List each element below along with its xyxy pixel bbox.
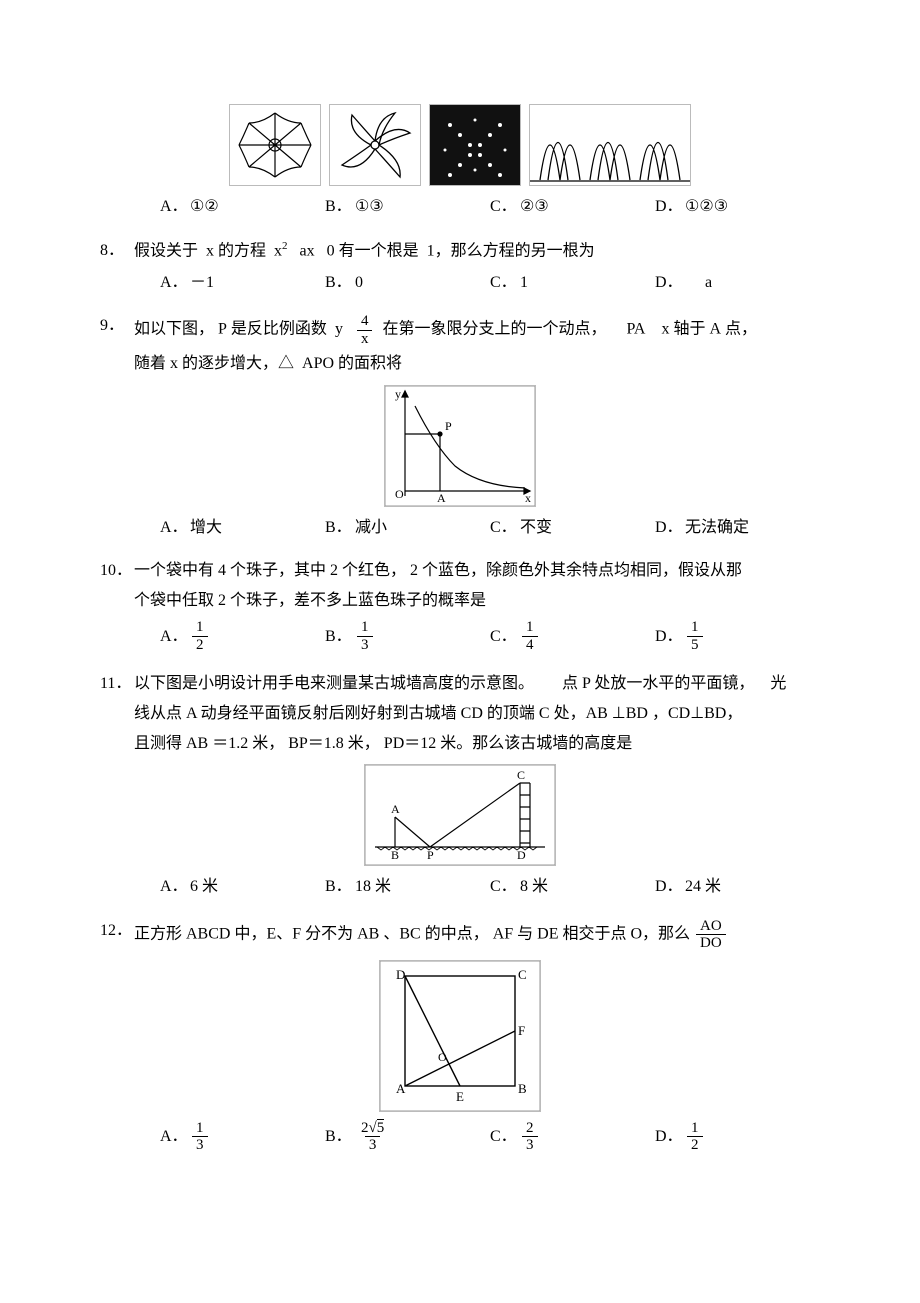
- q11: 11． 以下图是小明设计用手电来测量某古城墙高度的示意图。 点 P 处放一水平的…: [100, 671, 820, 697]
- q9-options: A．增大 B．减小 C．不变 D．无法确定: [100, 515, 820, 541]
- q8: 8． 假设关于 x 的方程 x2 ax 0 有一个根是 1，那么方程的另一根为: [100, 238, 820, 264]
- mirror-diagram-icon: [364, 764, 556, 866]
- q10-opt-c[interactable]: C．14: [490, 619, 655, 653]
- q12-num: 12．: [100, 918, 134, 952]
- q7-opt-d[interactable]: D．①②③: [655, 194, 820, 220]
- q8-opt-b[interactable]: B．0: [325, 270, 490, 296]
- q8-opt-a[interactable]: A．－1: [160, 270, 325, 296]
- q12-l1: 正方形 ABCD 中，E、F 分不为 AB 、BC 的中点， AF 与 DE 相…: [134, 918, 820, 952]
- q7-opt-a[interactable]: A．①②: [160, 194, 325, 220]
- q11-opt-c[interactable]: C．8 米: [490, 874, 655, 900]
- q12-opt-d[interactable]: D．12: [655, 1120, 820, 1154]
- q11-l2: 线从点 A 动身经平面镜反射后刚好射到古城墙 CD 的顶端 C 处，AB ⊥BD…: [100, 701, 820, 727]
- q11-figure: [100, 764, 820, 866]
- q12-opt-c[interactable]: C．23: [490, 1120, 655, 1154]
- q9-opt-b[interactable]: B．减小: [325, 515, 490, 541]
- q9-opt-a[interactable]: A．增大: [160, 515, 325, 541]
- q8-opt-d[interactable]: D． a: [655, 270, 820, 296]
- q11-opt-a[interactable]: A．6 米: [160, 874, 325, 900]
- q12-opt-a[interactable]: A．13: [160, 1120, 325, 1154]
- q10: 10． 一个袋中有 4 个珠子，其中 2 个红色， 2 个蓝色，除颜色外其余特点…: [100, 558, 820, 584]
- q11-opt-b[interactable]: B．18 米: [325, 874, 490, 900]
- q10-options: A．12 B．13 C．14 D．15: [100, 619, 820, 653]
- fig-pinwheel-icon: [329, 104, 421, 186]
- q11-l3: 且测得 AB ＝1.2 米， BP＝1.8 米， PD＝12 米。那么该古城墙的…: [100, 731, 820, 757]
- q11-options: A．6 米 B．18 米 C．8 米 D．24 米: [100, 874, 820, 900]
- q10-opt-a[interactable]: A．12: [160, 619, 325, 653]
- fig-flower-icon: [229, 104, 321, 186]
- sqrt-num: 2√5: [357, 1120, 388, 1137]
- q9-opt-d[interactable]: D．无法确定: [655, 515, 820, 541]
- q7-figures: [100, 104, 820, 186]
- q8-num: 8．: [100, 238, 134, 264]
- q7-options: A．①② B．①③ C．②③ D．①②③: [100, 194, 820, 220]
- q11-opt-d[interactable]: D．24 米: [655, 874, 820, 900]
- q8-text: 假设关于 x 的方程 x2 ax 0 有一个根是 1，那么方程的另一根为: [134, 238, 820, 264]
- q11-l1: 以下图是小明设计用手电来测量某古城墙高度的示意图。 点 P 处放一水平的平面镜，…: [134, 671, 820, 697]
- q12: 12． 正方形 ABCD 中，E、F 分不为 AB 、BC 的中点， AF 与 …: [100, 918, 820, 952]
- q9-line2: 随着 x 的逐步增大，△ APO 的面积将: [100, 351, 820, 377]
- q9-opt-c[interactable]: C．不变: [490, 515, 655, 541]
- q9-text: 如以下图， P 是反比例函数 y 4x 在第一象限分支上的一个动点， PA x …: [134, 313, 820, 347]
- q10-opt-d[interactable]: D．15: [655, 619, 820, 653]
- q8-opt-c[interactable]: C．1: [490, 270, 655, 296]
- q7-opt-b[interactable]: B．①③: [325, 194, 490, 220]
- q10-l2: 个袋中任取 2 个珠子，差不多上蓝色珠子的概率是: [100, 588, 820, 614]
- q9-figure: [100, 385, 820, 507]
- q10-opt-b[interactable]: B．13: [325, 619, 490, 653]
- q12-opt-b[interactable]: B．2√53: [325, 1120, 490, 1154]
- q11-num: 11．: [100, 671, 134, 697]
- hyperbola-graph-icon: [384, 385, 536, 507]
- q7-opt-c[interactable]: C．②③: [490, 194, 655, 220]
- fig-arches-icon: [529, 104, 691, 186]
- q9-num: 9．: [100, 313, 134, 347]
- square-diagram-icon: [379, 960, 541, 1112]
- q10-l1: 一个袋中有 4 个珠子，其中 2 个红色， 2 个蓝色，除颜色外其余特点均相同，…: [134, 558, 820, 584]
- q10-num: 10．: [100, 558, 134, 584]
- q8-options: A．－1 B．0 C．1 D． a: [100, 270, 820, 296]
- q12-options: A．13 B．2√53 C．23 D．12: [100, 1120, 820, 1154]
- q12-figure: [100, 960, 820, 1112]
- fig-dots-icon: [429, 104, 521, 186]
- q9: 9． 如以下图， P 是反比例函数 y 4x 在第一象限分支上的一个动点， PA…: [100, 313, 820, 347]
